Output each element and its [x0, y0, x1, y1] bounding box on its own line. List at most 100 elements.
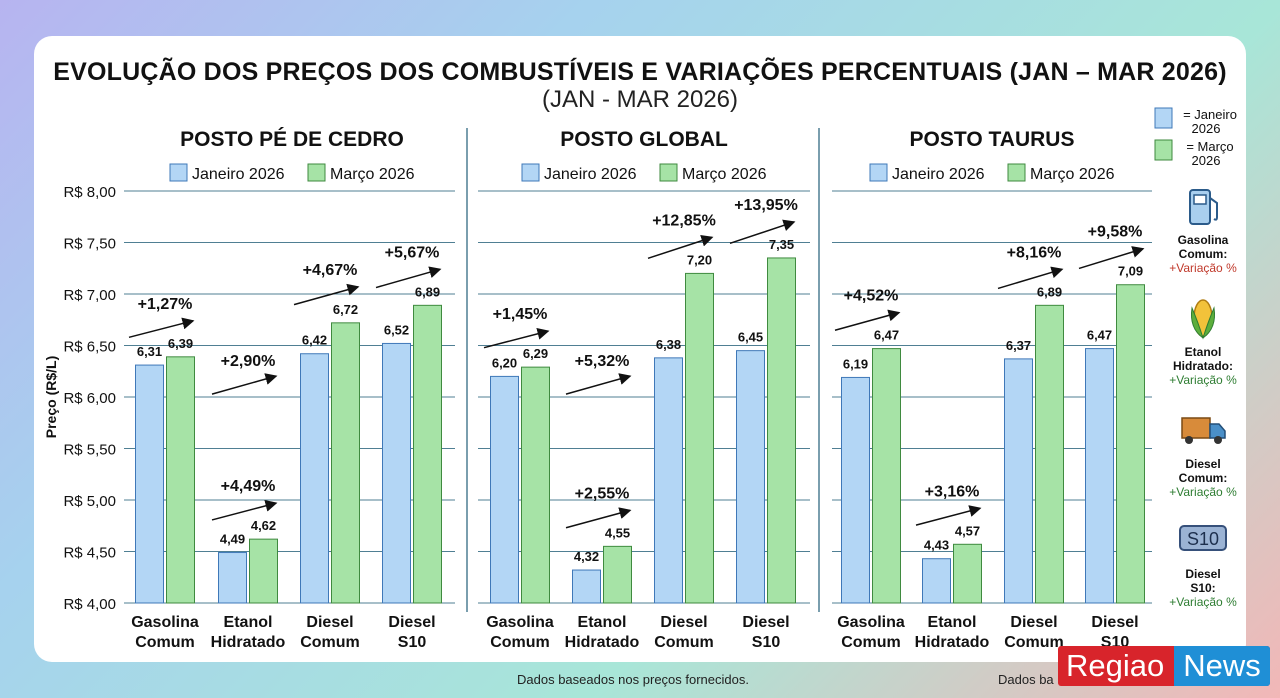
sidebar-legend-label: 2026: [1192, 153, 1221, 168]
data-label-mar: 7,09: [1118, 264, 1143, 279]
sidebar-legend-label: = Março: [1186, 139, 1233, 154]
sidebar-item-variation: +Variação %: [1169, 595, 1237, 609]
variation-arrow-secondary: [211, 373, 278, 395]
data-label-jan: 6,47: [1087, 328, 1112, 343]
data-label-mar: 4,62: [251, 518, 276, 533]
category-label: Comum: [1004, 634, 1064, 651]
data-label-mar: 6,39: [168, 336, 193, 351]
bar-mar: [953, 543, 982, 604]
variation-label: +9,58%: [1088, 224, 1143, 241]
category-label: Gasolina: [131, 614, 199, 631]
y-axis-label: Preço (R$/L): [43, 356, 59, 438]
category-label: Diesel: [660, 614, 707, 631]
sidebar-item-variation: +Variação %: [1169, 373, 1237, 387]
variation-label: +3,16%: [925, 483, 980, 500]
sidebar-legend-label: = Janeiro: [1183, 107, 1237, 122]
bar-mar: [685, 272, 714, 604]
category-label: Etanol: [928, 614, 977, 631]
category-label: Diesel: [306, 614, 353, 631]
category-label: Hidratado: [211, 634, 286, 651]
s10-badge-icon: [1179, 525, 1227, 551]
sidebar-item-name: Diesel: [1185, 457, 1220, 471]
data-label-jan: 6,31: [137, 344, 162, 359]
data-label-jan: 6,45: [738, 330, 763, 345]
y-tick-label: R$ 6,50: [63, 339, 116, 356]
chart-title: EVOLUÇÃO DOS PREÇOS DOS COMBUSTÍVEIS E V…: [53, 58, 1227, 86]
y-tick-label: R$ 6,00: [63, 390, 116, 407]
legend-label-mar: Março 2026: [1030, 166, 1115, 183]
panel-title: POSTO TAURUS: [910, 128, 1075, 151]
variation-label: +1,45%: [493, 306, 548, 323]
variation-label: +2,55%: [575, 485, 630, 502]
variation-label: +4,67%: [303, 262, 358, 279]
sidebar-legend-swatch: [1154, 139, 1173, 161]
category-label: Hidratado: [915, 634, 990, 651]
bar-mar: [166, 356, 195, 604]
y-tick-label: R$ 7,50: [63, 236, 116, 253]
y-tick-label: R$ 4,50: [63, 545, 116, 562]
truck-wheel-icon: [1214, 436, 1222, 444]
bar-jan: [382, 342, 411, 604]
legend-swatch-mar: [1007, 163, 1026, 182]
category-label: Comum: [490, 634, 550, 651]
legend-swatch-mar: [659, 163, 678, 182]
sidebar-item-name: Comum:: [1179, 471, 1228, 485]
data-label-mar: 7,20: [687, 252, 712, 267]
variation-label: +8,16%: [1007, 244, 1062, 261]
sidebar-item-name: Diesel: [1185, 567, 1220, 581]
fuel-pump-hose-icon: [1209, 197, 1218, 221]
bar-jan: [572, 569, 601, 604]
data-label-mar: 4,55: [605, 525, 630, 540]
sidebar-item-name: Comum:: [1179, 247, 1228, 261]
category-label: Diesel: [388, 614, 435, 631]
variation-arrow: [293, 283, 360, 306]
legend-label-mar: Março 2026: [330, 166, 415, 183]
y-tick-label: R$ 4,00: [63, 596, 116, 613]
brand-logo[interactable]: Regiao News: [1058, 646, 1270, 686]
data-label-jan: 6,52: [384, 322, 409, 337]
data-label-mar: 6,29: [523, 346, 548, 361]
category-label: Diesel: [1010, 614, 1057, 631]
y-tick-label: R$ 8,00: [63, 184, 116, 201]
legend-label-jan: Janeiro 2026: [544, 166, 637, 183]
category-label: Comum: [300, 634, 360, 651]
footer-note: Dados baseados nos preços fornecidos.: [517, 672, 749, 687]
category-label: Etanol: [578, 614, 627, 631]
bar-jan: [1085, 348, 1114, 604]
data-label-jan: 4,32: [574, 549, 599, 564]
data-label-mar: 6,47: [874, 328, 899, 343]
legend-swatch-jan: [869, 163, 888, 182]
variation-label: +5,67%: [385, 244, 440, 261]
logo-text-news: News: [1174, 646, 1270, 686]
data-label-mar: 6,89: [1037, 284, 1062, 299]
variation-arrow: [834, 309, 901, 331]
category-label: Diesel: [1091, 614, 1138, 631]
bar-jan: [654, 357, 683, 604]
bar-jan: [841, 376, 870, 604]
bar-jan: [490, 375, 519, 604]
category-label: Comum: [841, 634, 901, 651]
bar-mar: [249, 538, 278, 604]
variation-arrow: [1078, 246, 1145, 270]
legend-label-jan: Janeiro 2026: [192, 166, 285, 183]
variation-label: +13,95%: [734, 197, 798, 214]
variation-label: +4,52%: [844, 288, 899, 305]
category-label: Diesel: [742, 614, 789, 631]
fuel-pump-window-icon: [1193, 194, 1207, 205]
data-label-jan: 4,43: [924, 538, 949, 553]
legend-swatch-jan: [521, 163, 540, 182]
data-label-jan: 6,38: [656, 337, 681, 352]
bar-jan: [218, 552, 247, 604]
category-label: S10: [752, 634, 781, 651]
bar-mar: [331, 322, 360, 604]
variation-arrow: [647, 234, 714, 260]
variation-label-secondary: +2,90%: [221, 353, 276, 370]
data-label-jan: 6,37: [1006, 338, 1031, 353]
variation-label: +12,85%: [652, 212, 716, 229]
sidebar-legend-label: 2026: [1192, 121, 1221, 136]
category-label: Gasolina: [486, 614, 554, 631]
header-overlay: EVOLUÇÃO DOS PREÇOS DOS COMBUSTÍVEIS E V…: [34, 36, 1246, 662]
sidebar-item-name: Etanol: [1185, 345, 1222, 359]
legend-swatch-mar: [307, 163, 326, 182]
